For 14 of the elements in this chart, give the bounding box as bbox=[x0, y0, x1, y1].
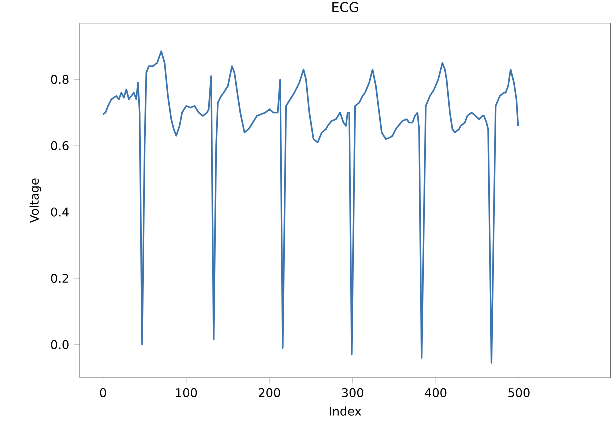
y-tick-label: 0.8 bbox=[51, 75, 69, 84]
y-tick-label: 0.4 bbox=[51, 208, 69, 217]
x-tick-label: 0 bbox=[100, 388, 106, 398]
x-tick-label: 200 bbox=[259, 388, 280, 398]
x-tick-label: 500 bbox=[508, 388, 530, 398]
x-tick-label: 300 bbox=[342, 388, 364, 398]
x-tick-label: 100 bbox=[176, 388, 198, 398]
y-tick-label: 0.6 bbox=[51, 141, 69, 151]
y-axis-title: Voltage bbox=[30, 178, 42, 224]
x-axis-title: Index bbox=[330, 406, 362, 416]
y-tick-label: 0.2 bbox=[51, 274, 68, 284]
x-tick-label: 400 bbox=[425, 388, 447, 398]
chart-title: ECG bbox=[332, 2, 358, 12]
y-tick-label: 0.0 bbox=[51, 340, 69, 350]
